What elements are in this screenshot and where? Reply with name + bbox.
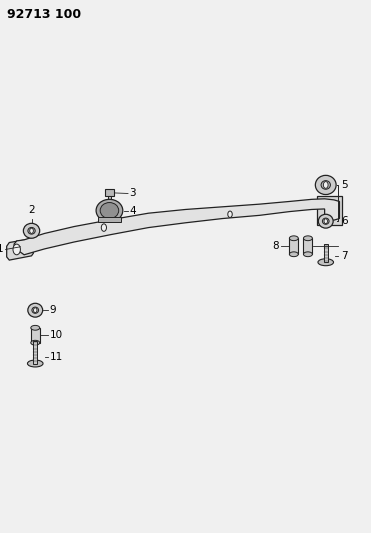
Text: 92713 100: 92713 100 <box>7 8 82 21</box>
Ellipse shape <box>31 340 40 345</box>
Ellipse shape <box>28 303 43 317</box>
Text: 6: 6 <box>341 216 348 226</box>
Text: 3: 3 <box>129 189 136 198</box>
Bar <box>317 196 342 225</box>
Circle shape <box>30 228 33 233</box>
Circle shape <box>324 219 328 224</box>
Bar <box>289 238 298 254</box>
Circle shape <box>101 224 106 231</box>
Ellipse shape <box>322 218 329 224</box>
Bar <box>105 189 114 196</box>
Circle shape <box>13 244 20 255</box>
Polygon shape <box>7 239 33 260</box>
Text: 7: 7 <box>341 251 348 261</box>
Bar <box>31 328 40 343</box>
Ellipse shape <box>27 360 43 367</box>
Text: 11: 11 <box>49 352 63 362</box>
Ellipse shape <box>289 236 298 241</box>
Circle shape <box>33 308 37 313</box>
Bar <box>303 238 312 254</box>
Ellipse shape <box>318 214 333 228</box>
Text: 10: 10 <box>49 330 62 340</box>
Ellipse shape <box>303 252 312 257</box>
Text: 2: 2 <box>28 205 35 215</box>
Bar <box>108 196 111 206</box>
Ellipse shape <box>96 199 123 222</box>
Text: 8: 8 <box>272 241 279 251</box>
Ellipse shape <box>315 175 336 195</box>
Text: 1: 1 <box>0 245 3 254</box>
Text: 4: 4 <box>129 206 136 215</box>
Circle shape <box>324 182 328 188</box>
Ellipse shape <box>303 236 312 241</box>
Ellipse shape <box>321 181 331 189</box>
Ellipse shape <box>100 203 119 219</box>
Bar <box>33 341 37 364</box>
Ellipse shape <box>23 223 40 238</box>
Bar <box>324 244 328 262</box>
Ellipse shape <box>28 228 35 234</box>
Polygon shape <box>14 199 339 255</box>
Text: 9: 9 <box>49 305 56 315</box>
Ellipse shape <box>318 259 334 265</box>
Circle shape <box>228 211 232 217</box>
Ellipse shape <box>32 307 39 313</box>
Ellipse shape <box>289 252 298 257</box>
Text: 5: 5 <box>341 180 348 190</box>
Ellipse shape <box>31 325 40 330</box>
Bar <box>98 217 121 222</box>
